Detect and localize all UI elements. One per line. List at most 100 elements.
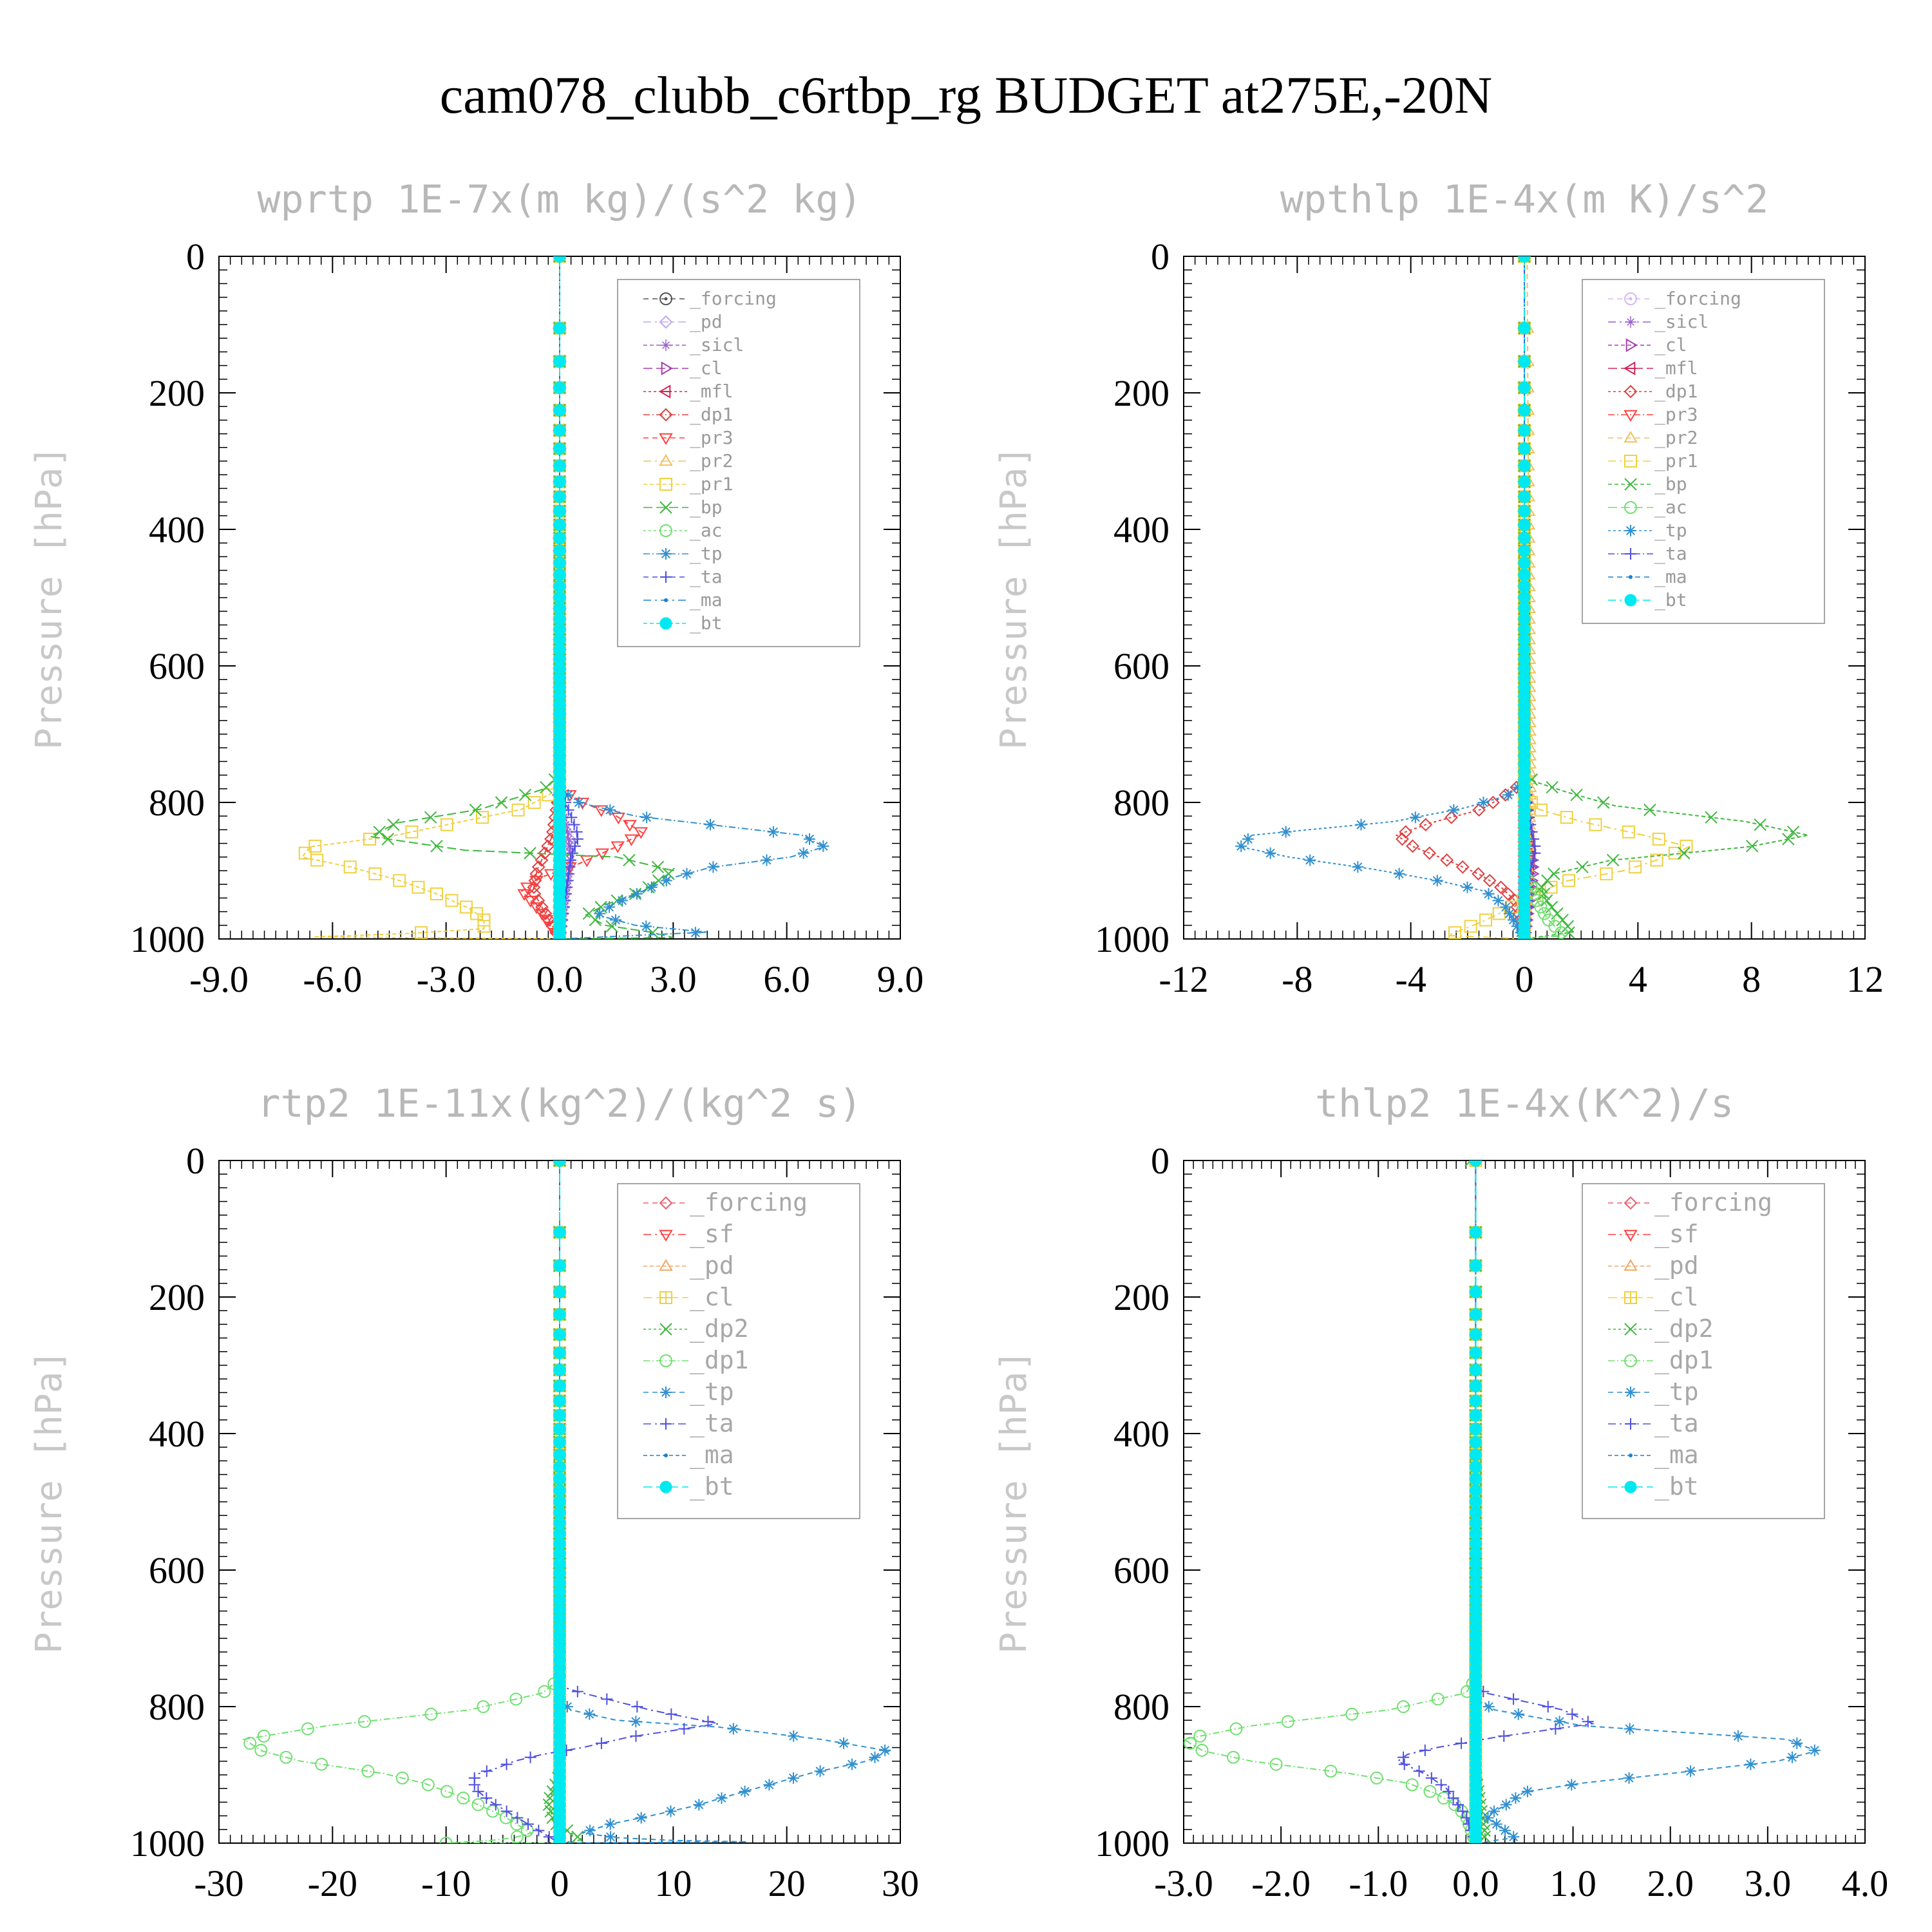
series-group	[242, 1160, 891, 1843]
x-tick-label: -12	[1159, 958, 1208, 1000]
data-point	[1280, 826, 1292, 838]
legend-label: _forcing	[690, 288, 777, 310]
data-point	[1479, 913, 1493, 927]
data-point	[1668, 846, 1681, 860]
data-point	[1549, 1723, 1562, 1735]
series-line	[368, 256, 675, 939]
legend-marker	[1625, 338, 1638, 352]
data-point	[1419, 818, 1433, 831]
data-point	[595, 1737, 607, 1749]
data-point	[1597, 796, 1610, 809]
legend-marker	[659, 315, 673, 329]
legend-entry: _mfl	[1608, 357, 1698, 379]
legend-marker	[1624, 1229, 1638, 1242]
data-point	[1535, 803, 1548, 817]
data-point	[879, 1744, 891, 1756]
legend-entry: _dp1	[1608, 381, 1698, 402]
series-line	[242, 1160, 560, 1843]
data-point	[1457, 1805, 1469, 1817]
data-point	[573, 797, 585, 809]
data-point	[788, 1730, 800, 1742]
data-point	[440, 818, 453, 831]
data-point	[1195, 1743, 1209, 1757]
legend-label: _forcing	[690, 1188, 808, 1217]
data-point	[1705, 811, 1718, 824]
y-tick-label: 400	[1113, 509, 1170, 551]
data-point	[405, 825, 419, 838]
legend-entry: _tp	[643, 1378, 734, 1406]
legend-entry: _ac	[643, 520, 723, 542]
series-line	[559, 1160, 891, 1843]
data-point	[1494, 880, 1508, 895]
data-point	[1510, 1792, 1522, 1804]
legend-entry: _pr1	[643, 473, 733, 495]
legend-entry: _pd	[643, 311, 723, 333]
data-point	[623, 853, 636, 867]
x-tick-label: -10	[421, 1862, 471, 1904]
data-point	[571, 826, 583, 838]
data-point	[243, 1736, 257, 1750]
data-point	[1500, 901, 1512, 913]
legend-label: _bp	[1654, 473, 1687, 495]
data-point	[1518, 518, 1531, 531]
data-point	[415, 926, 428, 939]
data-point	[681, 867, 693, 880]
x-tick-label: 4	[1629, 958, 1647, 1000]
x-tick-label: -20	[308, 1862, 357, 1904]
data-point	[529, 867, 544, 881]
data-point	[1544, 880, 1558, 894]
legend-entry: _tp	[643, 543, 723, 565]
data-point	[1624, 1723, 1636, 1735]
data-point	[538, 907, 553, 920]
x-tick-label: -8	[1282, 958, 1312, 1000]
legend-marker	[659, 1259, 673, 1271]
legend-entry: _mfl	[643, 381, 733, 402]
series-pr1	[298, 256, 566, 939]
data-point	[553, 381, 566, 394]
data-point	[1184, 1736, 1197, 1750]
legend-entry: _cl	[1608, 1283, 1699, 1312]
legend-label: _tp	[1654, 1378, 1699, 1406]
data-point	[553, 355, 566, 368]
data-point	[1397, 1700, 1410, 1714]
data-point	[1352, 861, 1364, 873]
legend-label: _ta	[690, 1409, 734, 1438]
data-point	[584, 1824, 596, 1837]
legend-label: _pr3	[690, 427, 733, 449]
data-point	[1562, 874, 1576, 887]
legend-marker	[1629, 575, 1633, 579]
y-tick-label: 1000	[1095, 918, 1170, 960]
legend-entry: _tp	[1608, 1378, 1699, 1406]
data-point	[535, 853, 549, 867]
data-point	[1397, 1751, 1410, 1763]
series-dp1	[1395, 256, 1531, 939]
panel-title: wprtp 1E-7x(m kg)/(s^2 kg)	[257, 177, 862, 222]
data-point	[1518, 475, 1531, 488]
data-point	[1507, 914, 1519, 926]
data-point	[1791, 1737, 1803, 1749]
legend-box	[617, 1183, 860, 1519]
series-line	[1395, 256, 1525, 939]
legend-label: _bp	[690, 497, 723, 518]
data-point	[1808, 1744, 1821, 1756]
data-point	[635, 1812, 647, 1824]
data-point	[553, 1328, 566, 1341]
data-point	[439, 1837, 453, 1843]
data-point	[571, 1830, 584, 1843]
legend-entry: _ma	[1608, 1441, 1699, 1470]
data-point	[565, 811, 578, 824]
legend-marker	[1624, 410, 1638, 422]
data-point	[553, 1160, 566, 1167]
data-point	[553, 322, 566, 335]
legend-label: _dp2	[1654, 1314, 1714, 1343]
data-point	[553, 933, 566, 939]
data-point	[430, 887, 443, 901]
data-point	[553, 612, 566, 625]
data-point	[538, 1685, 551, 1698]
data-point	[343, 860, 357, 874]
series-group	[298, 256, 829, 939]
legend-marker	[660, 1418, 672, 1430]
data-point	[1518, 568, 1531, 581]
data-point	[553, 1506, 566, 1519]
data-point	[1518, 505, 1531, 518]
